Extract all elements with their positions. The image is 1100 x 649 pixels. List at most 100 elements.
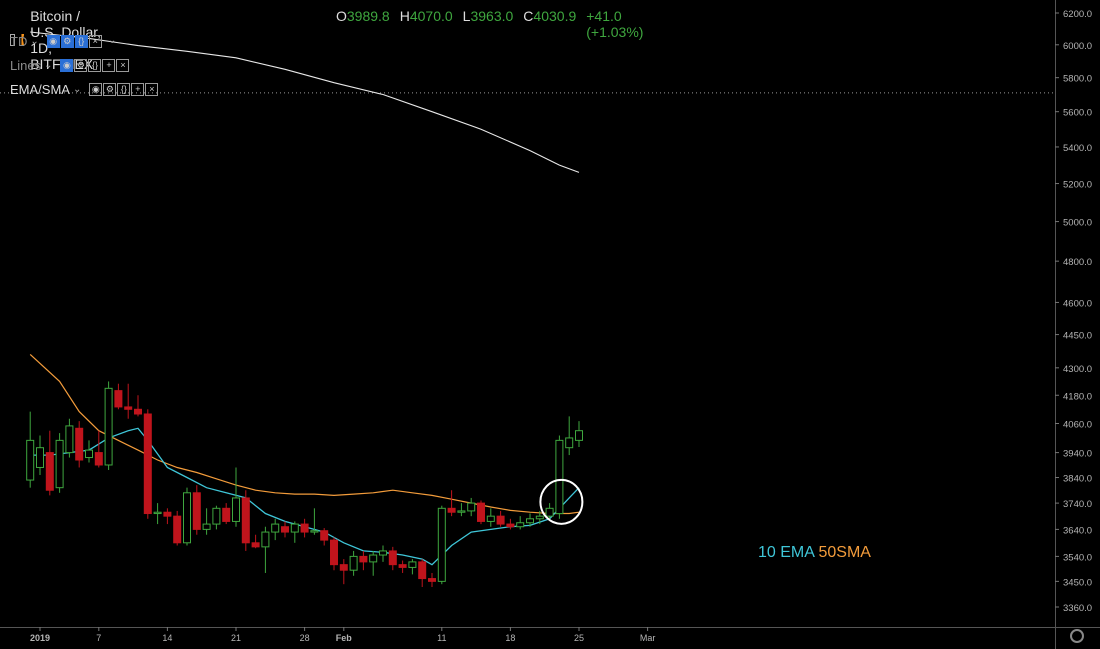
candle-body — [437, 507, 446, 582]
time-tick-label: 11 — [437, 633, 446, 643]
close-icon[interactable]: × — [145, 83, 159, 96]
open-value: 3989.8 — [346, 8, 390, 24]
price-tick-label: 4600.0 — [1063, 298, 1092, 309]
candle-body — [153, 511, 162, 515]
time-tick-label: 14 — [162, 633, 172, 643]
candle-body — [555, 439, 564, 515]
candle-body — [192, 492, 201, 530]
candle-body — [271, 523, 280, 533]
candle-body — [183, 492, 191, 544]
price-tick-label: 3450.0 — [1063, 577, 1092, 588]
candle-body — [300, 523, 309, 533]
chevron-down-icon[interactable]: ⌄ — [30, 36, 39, 47]
candle-body — [85, 449, 93, 459]
visibility-icon[interactable]: ◉ — [60, 59, 74, 72]
candle-body — [398, 564, 407, 568]
price-tick-label: 6000.0 — [1063, 41, 1092, 52]
candle-body — [457, 510, 466, 513]
candle-body — [94, 452, 103, 466]
candle-body — [241, 497, 250, 544]
indicator-lines[interactable]: Lines ⌄ ◉ ⚙ {} + × — [10, 58, 130, 73]
time-tick-label: 2019 — [30, 633, 50, 643]
candle-body — [418, 561, 427, 580]
price-tick-label: 3640.0 — [1063, 525, 1092, 536]
candle-body — [75, 427, 84, 461]
source-icon[interactable]: {} — [74, 35, 88, 48]
candle-body — [281, 526, 289, 533]
indicator-name: Lines — [10, 58, 42, 73]
price-tick-label: 4180.0 — [1063, 391, 1092, 402]
settings-icon[interactable]: ⚙ — [74, 59, 88, 72]
price-tick-label: 3840.0 — [1063, 474, 1092, 485]
candle-body — [212, 507, 221, 525]
high-value: 4070.0 — [409, 8, 453, 24]
collapse-icon[interactable] — [10, 34, 16, 46]
indicator-name: EMA/SMA — [10, 82, 70, 97]
candle-body — [26, 439, 35, 481]
more-icon[interactable]: + — [131, 83, 145, 96]
price-tick-label: 3360.0 — [1063, 603, 1092, 614]
candle-body — [388, 550, 397, 566]
price-tick-label: 3940.0 — [1063, 449, 1092, 460]
time-tick-label: Mar — [640, 633, 656, 643]
ema-label: 10 EMA — [758, 544, 815, 561]
sma50-line — [29, 353, 580, 515]
visibility-icon[interactable]: ◉ — [46, 35, 60, 48]
candle-body — [565, 437, 574, 449]
indicator-ema-sma[interactable]: EMA/SMA ⌄ ◉ ⚙ {} + × — [10, 82, 159, 97]
time-tick-label: 28 — [300, 633, 310, 643]
candle-body — [114, 390, 123, 408]
price-tick-label: 5000.0 — [1063, 218, 1092, 229]
price-tick-label: 5200.0 — [1063, 180, 1092, 191]
candle-body — [310, 530, 319, 533]
candle-body — [477, 502, 485, 522]
settings-icon[interactable]: ⚙ — [60, 35, 74, 48]
candle-body — [124, 406, 133, 410]
price-tick-label: 3540.0 — [1063, 552, 1092, 563]
candle-body — [104, 387, 113, 466]
candle-body — [173, 515, 182, 544]
time-tick-label: 25 — [574, 633, 584, 643]
candle-body — [349, 555, 358, 571]
time-tick-label: 18 — [505, 633, 515, 643]
candle-body — [290, 523, 299, 533]
candle-body — [467, 502, 476, 512]
price-tick-label: 4060.0 — [1063, 420, 1092, 431]
more-icon[interactable]: + — [102, 59, 116, 72]
price-tick-label: 5400.0 — [1063, 143, 1092, 154]
time-tick-label: 7 — [96, 633, 101, 643]
indicator-buttons: ◉ ⚙ {} + × — [89, 83, 159, 96]
price-tick-label: 4300.0 — [1063, 364, 1092, 375]
close-icon[interactable]: × — [88, 35, 102, 48]
indicator-name: TD — [10, 34, 28, 49]
candle-body — [251, 542, 260, 548]
indicator-td[interactable]: TD ⌄ ◉ ⚙ {} × — [10, 34, 103, 49]
candle-body — [339, 564, 348, 571]
source-icon[interactable]: {} — [88, 59, 102, 72]
source-icon[interactable]: {} — [117, 83, 131, 96]
chevron-down-icon[interactable]: ⌄ — [72, 84, 82, 95]
change-value: +41.0 (+1.03%) — [586, 8, 644, 40]
chart-settings-icon[interactable] — [1070, 629, 1084, 643]
chevron-down-icon[interactable]: ⌄ — [108, 34, 117, 46]
exchange-flag-icon — [21, 34, 25, 46]
price-tick-label: 5800.0 — [1063, 74, 1092, 85]
chevron-down-icon[interactable]: ⌄ — [44, 60, 53, 71]
visibility-icon[interactable]: ◉ — [89, 83, 103, 96]
candle-body — [163, 511, 172, 517]
close-icon[interactable]: × — [116, 59, 130, 72]
price-tick-label: 3740.0 — [1063, 499, 1092, 510]
candle-body — [486, 515, 495, 522]
time-tick-label: 21 — [231, 633, 241, 643]
price-tick-label: 5600.0 — [1063, 108, 1092, 119]
candle-body — [65, 425, 74, 454]
candle-body — [232, 497, 240, 522]
candle-body — [447, 507, 456, 513]
candle-body — [408, 561, 417, 568]
candle-body — [202, 523, 211, 530]
candle-body — [45, 452, 54, 491]
candle-body — [222, 507, 231, 522]
long-moving-average-line — [30, 31, 580, 173]
settings-icon[interactable]: ⚙ — [103, 83, 117, 96]
